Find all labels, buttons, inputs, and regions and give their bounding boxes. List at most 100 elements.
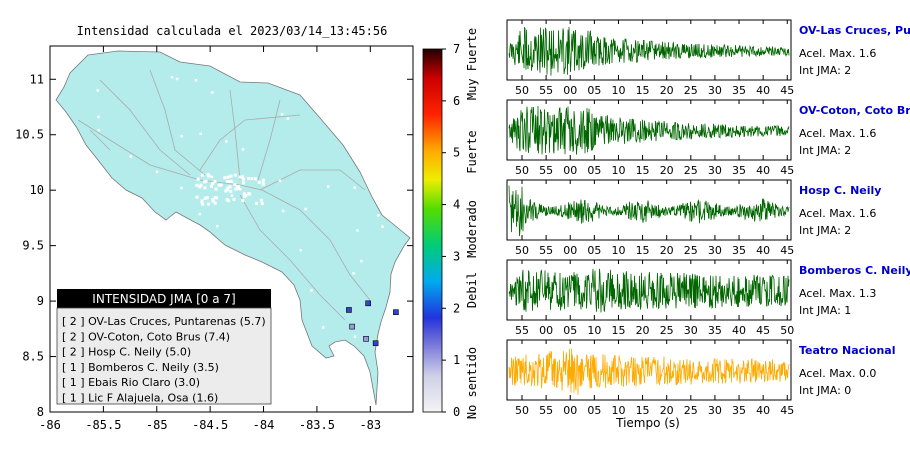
map-x-tick-label: -83.5 (299, 418, 335, 432)
town-marker (250, 177, 254, 181)
town-marker (198, 212, 202, 216)
x-axis-label: Tiempo (s) (615, 416, 680, 430)
town-marker (259, 198, 263, 202)
station-jma: Int JMA: 1 (799, 304, 851, 317)
town-marker (128, 254, 132, 257)
town-marker (377, 214, 380, 217)
waveform-panel: 55 00 05 10 15 20 25 30 35 40 45 50 Bomberos C. Neil… (506, 259, 910, 337)
waveform-x-tick-label: 55 (539, 84, 553, 97)
town-marker (96, 89, 100, 92)
road (199, 114, 301, 171)
waveform-x-tick-label: 10 (587, 324, 601, 337)
waveform-panel: 50 55 00 05 10 15 20 25 30 35 40 45 Hosp C. Neily Ace… (506, 179, 881, 257)
waveform-x-tick-label: 45 (780, 164, 794, 177)
station-acel: Acel. Max. 0.0 (799, 367, 876, 380)
station-name: OV-Coton, Coto Brus (799, 104, 910, 117)
map-frame (49, 45, 414, 413)
waveform-panel: 50 55 00 05 10 15 20 25 30 35 40 45 OV-Coton, Coto B… (506, 99, 910, 177)
waveform-x-tick-label: 10 (611, 164, 625, 177)
waveform-x-tick-label: 25 (684, 244, 698, 257)
station-marker (393, 309, 399, 315)
waveform-x-tick-label: 00 (563, 164, 577, 177)
town-marker (134, 217, 137, 221)
station-jma: Int JMA: 2 (799, 224, 851, 237)
waveform-x-tick-label: 40 (756, 404, 770, 417)
town-marker (214, 187, 218, 191)
town-marker (278, 179, 282, 183)
town-marker (299, 248, 302, 252)
waveform-x-tick-label: 25 (684, 164, 698, 177)
town-marker (175, 77, 179, 81)
town-marker (352, 272, 355, 275)
map-y-tick-label: 11 (30, 72, 44, 86)
waveform-x-tick-label: 50 (515, 164, 529, 177)
waveform-x-tick-label: 50 (515, 84, 529, 97)
town-marker (203, 196, 207, 200)
waveform-trace (508, 268, 790, 313)
town-marker (225, 187, 229, 191)
colorbar-tick-label: 4 (453, 198, 460, 212)
waveform-x-tick-label: 40 (732, 324, 746, 337)
map-y-tick-label: 10 (30, 183, 44, 197)
map-x-tick-label: -84.5 (192, 418, 228, 432)
waveform-x-tick-label: 20 (660, 164, 674, 177)
legend-item: [ 2 ] Hosp C. Neily (5.0) (62, 346, 191, 359)
station-name: Bomberos C. Neily (799, 264, 910, 277)
town-marker (227, 180, 231, 184)
town-marker (214, 276, 217, 280)
waveform-trace (508, 105, 790, 155)
waveform-x-tick-label: 55 (539, 404, 553, 417)
waveform-x-tick-label: 20 (660, 84, 674, 97)
town-marker (281, 209, 285, 213)
town-marker (213, 180, 217, 184)
legend-item: [ 1 ] Lic F Alajuela, Osa (1.6) (62, 392, 218, 405)
town-marker (210, 175, 214, 179)
town-marker (215, 224, 219, 228)
town-marker (242, 181, 246, 185)
town-marker (211, 181, 215, 185)
map-title: Intensidad calculada el 2023/03/14_13:45… (77, 24, 388, 38)
road (89, 129, 111, 151)
waveform-x-tick-label: 15 (636, 244, 650, 257)
town-marker (335, 119, 339, 123)
waveform-x-tick-label: 05 (587, 164, 601, 177)
road (99, 79, 191, 176)
town-marker (241, 148, 245, 151)
stations (346, 300, 399, 347)
station-jma: Int JMA: 2 (799, 144, 851, 157)
town-marker (144, 277, 148, 280)
road (257, 99, 281, 181)
waveform-panel: 50 55 00 05 10 15 20 25 30 35 40 45 Teatro Nacional A… (506, 339, 896, 417)
town-marker (198, 185, 202, 189)
town-marker (238, 175, 242, 179)
town-marker (211, 199, 215, 203)
colorbar-tick-label: 3 (453, 249, 460, 263)
town-marker (310, 289, 313, 292)
legend-title: INTENSIDAD JMA [0 a 7] (92, 292, 235, 306)
waveform-x-tick-label: 55 (515, 324, 529, 337)
waveform-trace (508, 348, 790, 395)
waveform-x-tick-label: 35 (732, 404, 746, 417)
town-marker (226, 179, 230, 183)
town-marker (304, 207, 307, 211)
waveform-x-tick-label: 35 (732, 244, 746, 257)
town-marker (180, 134, 183, 138)
station-marker (365, 300, 371, 307)
colorbar-label: Fuerte (465, 130, 479, 173)
waveform-x-tick-label: 25 (684, 84, 698, 97)
town-marker (255, 202, 259, 206)
waveform-x-tick-label: 00 (563, 244, 577, 257)
town-marker (247, 192, 251, 196)
colorbar-label: No sentido (465, 347, 479, 419)
waveform-x-tick-label: 00 (539, 324, 553, 337)
town-marker (360, 259, 363, 263)
station-marker (363, 335, 369, 342)
waveform-x-tick-label: 10 (611, 84, 625, 97)
town-marker (241, 199, 245, 203)
map-y-tick-label: 9.5 (22, 239, 44, 253)
town-marker (89, 277, 92, 281)
legend-header (57, 289, 271, 308)
town-marker (261, 178, 265, 182)
town-marker (180, 186, 183, 190)
town-marker (203, 186, 207, 190)
